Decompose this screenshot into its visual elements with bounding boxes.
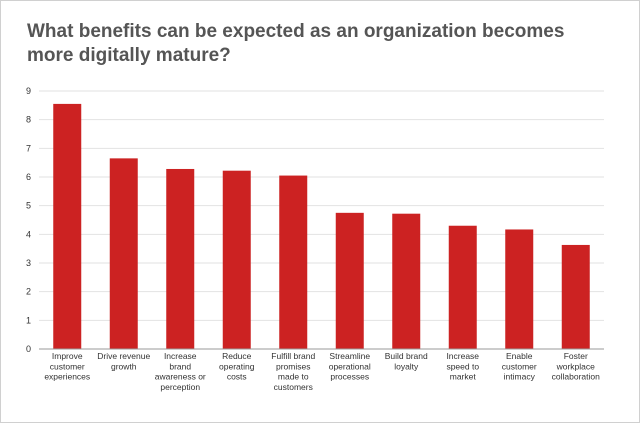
y-tick-label: 2 (26, 287, 31, 297)
category-label: Increase brand awareness or perception (155, 351, 206, 392)
y-tick-label: 7 (26, 143, 31, 153)
category-label: Streamline operational processes (329, 351, 371, 382)
bar (222, 170, 251, 349)
bars (53, 103, 590, 350)
y-tick-label: 4 (26, 229, 31, 239)
bar (392, 213, 421, 349)
y-tick-label: 9 (26, 86, 31, 96)
category-label: Fulfill brand promises made to customers (271, 351, 315, 392)
bar (505, 229, 534, 349)
x-axis-categories: Improve customer experiences Drive revenue g… (44, 351, 600, 392)
bar (561, 244, 590, 349)
bar (109, 158, 138, 349)
bar (53, 103, 82, 350)
category-label: Improve customer experiences (44, 351, 90, 382)
category-label: Increase speed to market (446, 351, 479, 382)
category-label: Foster workplace collaboration (552, 351, 600, 382)
bar (166, 168, 195, 349)
bar (335, 212, 364, 349)
y-tick-label: 5 (26, 201, 31, 211)
y-tick-label: 1 (26, 315, 31, 325)
chart-title: What benefits can be expected as an orga… (27, 21, 565, 66)
y-tick-label: 0 (26, 344, 31, 354)
y-tick-label: 6 (26, 172, 31, 182)
y-axis-ticks: 0 1 2 3 4 5 6 7 8 9 (26, 86, 31, 354)
bar (279, 175, 308, 349)
category-label: Build brand loyalty (385, 351, 428, 371)
category-label: Reduce operating costs (219, 351, 255, 382)
category-label: Enable customer intimacy (502, 351, 537, 382)
y-tick-label: 8 (26, 115, 31, 125)
category-label: Drive revenue growth (97, 351, 150, 371)
bar (448, 225, 477, 349)
y-tick-label: 3 (26, 258, 31, 268)
